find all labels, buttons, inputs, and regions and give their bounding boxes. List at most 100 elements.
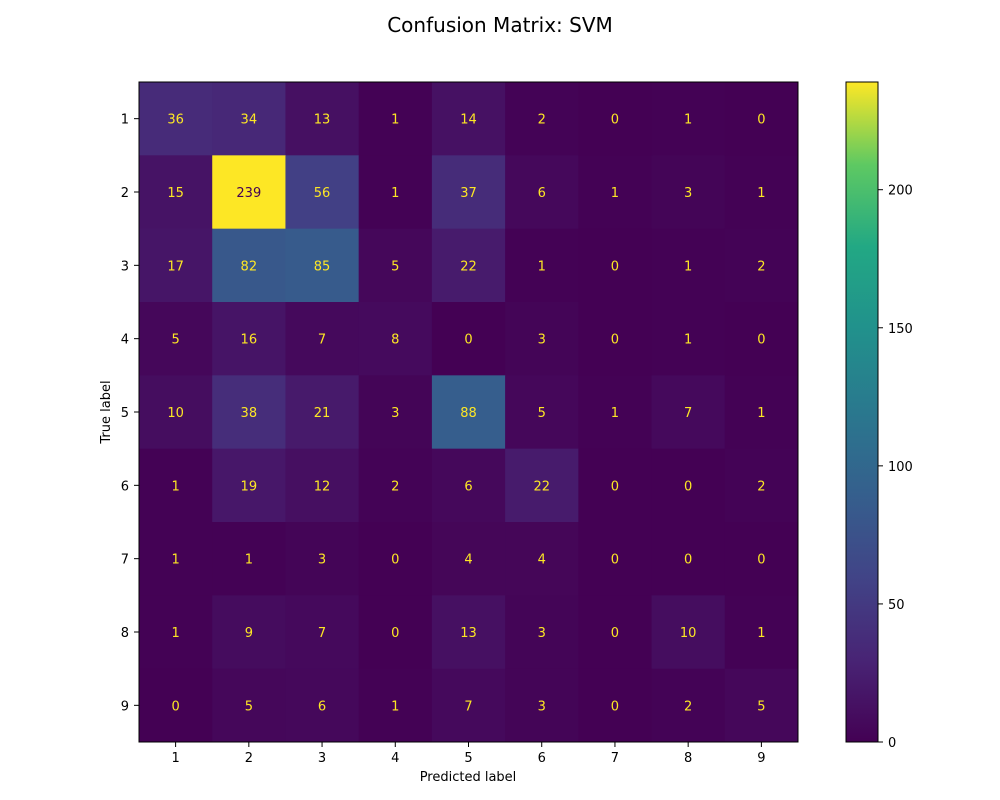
cell-value-label: 1 xyxy=(757,406,765,421)
cell-value-label: 0 xyxy=(757,553,765,568)
heatmap-cell xyxy=(139,448,213,523)
heatmap-cell xyxy=(505,155,579,230)
heatmap-cell xyxy=(651,375,726,450)
cell-value-label: 0 xyxy=(611,699,619,714)
heatmap-cell xyxy=(651,82,726,156)
cell-value-label: 1 xyxy=(171,626,179,641)
cell-value-label: 0 xyxy=(684,553,692,568)
heatmap-cell xyxy=(505,82,579,156)
heatmap-cell xyxy=(578,448,653,523)
heatmap-cells: 36 34 13 1 14 2 0 1 015 239 56 1 37 6 1 3 117 82 85 5 22 1 0 1 2… xyxy=(139,82,799,743)
heatmap-cell xyxy=(139,522,213,596)
heatmap-cell xyxy=(724,668,799,743)
cell-value-label: 56 xyxy=(314,186,331,201)
heatmap-cell xyxy=(358,228,433,303)
heatmap-cell xyxy=(578,302,653,376)
cell-value-label: 37 xyxy=(460,186,477,201)
cell-value-label: 1 xyxy=(171,553,179,568)
heatmap-cell xyxy=(358,522,433,596)
y-tick-label: 7 xyxy=(121,553,129,568)
heatmap-cell xyxy=(724,228,799,303)
heatmap-cell xyxy=(578,595,653,670)
heatmap-cell xyxy=(212,82,286,156)
heatmap-cell xyxy=(724,522,799,596)
cell-value-label: 2 xyxy=(391,479,399,494)
heatmap-cell xyxy=(724,302,799,376)
x-tick-label: 5 xyxy=(464,751,472,766)
heatmap-cell xyxy=(651,155,726,230)
cell-value-label: 2 xyxy=(757,259,765,274)
colorbar-ticks: 0 50 100 150 200 xyxy=(878,184,913,751)
cell-value-label: 1 xyxy=(684,113,692,128)
heatmap-cell xyxy=(724,375,799,450)
heatmap-cell xyxy=(651,448,726,523)
heatmap-cell xyxy=(431,668,506,743)
heatmap-cell xyxy=(285,595,360,670)
x-tick-label: 3 xyxy=(318,751,326,766)
heatmap-cell xyxy=(651,228,726,303)
heatmap-cell xyxy=(578,375,653,450)
heatmap-cell xyxy=(431,522,506,596)
heatmap-cell xyxy=(505,375,579,450)
cell-value-label: 3 xyxy=(538,626,546,641)
cell-value-label: 0 xyxy=(611,553,619,568)
cell-value-label: 239 xyxy=(236,186,261,201)
cell-value-label: 19 xyxy=(241,479,258,494)
cell-value-label: 7 xyxy=(464,699,472,714)
cell-value-label: 36 xyxy=(167,113,184,128)
y-tick-label: 6 xyxy=(121,479,129,494)
cell-value-label: 6 xyxy=(464,479,472,494)
heatmap-cell xyxy=(431,155,506,230)
cell-value-label: 38 xyxy=(241,406,258,421)
heatmap-cell xyxy=(578,668,653,743)
heatmap-cell xyxy=(139,155,213,230)
heatmap-cell xyxy=(505,448,579,523)
heatmap-cell xyxy=(285,82,360,156)
cell-value-label: 0 xyxy=(611,113,619,128)
cell-value-label: 0 xyxy=(171,699,179,714)
cell-value-label: 7 xyxy=(318,333,326,348)
heatmap-cell xyxy=(285,155,360,230)
heatmap-cell xyxy=(358,448,433,523)
cell-value-label: 6 xyxy=(538,186,546,201)
cell-value-label: 5 xyxy=(538,406,546,421)
cell-value-label: 0 xyxy=(611,259,619,274)
y-tick-label: 1 xyxy=(121,113,129,128)
y-axis-label: True label xyxy=(99,380,114,444)
y-tick-label: 5 xyxy=(121,406,129,421)
heatmap-cell xyxy=(578,82,653,156)
x-tick-label: 2 xyxy=(245,751,253,766)
x-axis-label: Predicted label xyxy=(420,770,517,785)
cell-value-label: 3 xyxy=(391,406,399,421)
cell-value-label: 5 xyxy=(245,699,253,714)
heatmap-cell xyxy=(358,595,433,670)
heatmap-cell xyxy=(431,302,506,376)
y-tick-label: 2 xyxy=(121,186,129,201)
cell-value-label: 10 xyxy=(167,406,184,421)
heatmap-cell xyxy=(651,595,726,670)
cell-value-label: 17 xyxy=(167,259,184,274)
cell-value-label: 34 xyxy=(241,113,258,128)
cell-value-label: 7 xyxy=(318,626,326,641)
heatmap-cell xyxy=(358,82,433,156)
cell-value-label: 1 xyxy=(245,553,253,568)
heatmap-cell xyxy=(285,448,360,523)
cell-value-label: 0 xyxy=(464,333,472,348)
cell-value-label: 21 xyxy=(314,406,331,421)
cell-value-label: 5 xyxy=(391,259,399,274)
cell-value-label: 1 xyxy=(684,259,692,274)
cell-value-label: 22 xyxy=(533,479,550,494)
cell-value-label: 7 xyxy=(684,406,692,421)
cell-value-label: 9 xyxy=(245,626,253,641)
cell-value-label: 0 xyxy=(757,333,765,348)
heatmap-cell xyxy=(139,375,213,450)
cell-value-label: 2 xyxy=(538,113,546,128)
heatmap-cell xyxy=(358,668,433,743)
heatmap-cell xyxy=(358,375,433,450)
cell-value-label: 0 xyxy=(611,626,619,641)
heatmap-cell xyxy=(139,82,213,156)
cell-value-label: 1 xyxy=(757,186,765,201)
cell-value-label: 0 xyxy=(391,626,399,641)
cell-value-label: 12 xyxy=(314,479,331,494)
